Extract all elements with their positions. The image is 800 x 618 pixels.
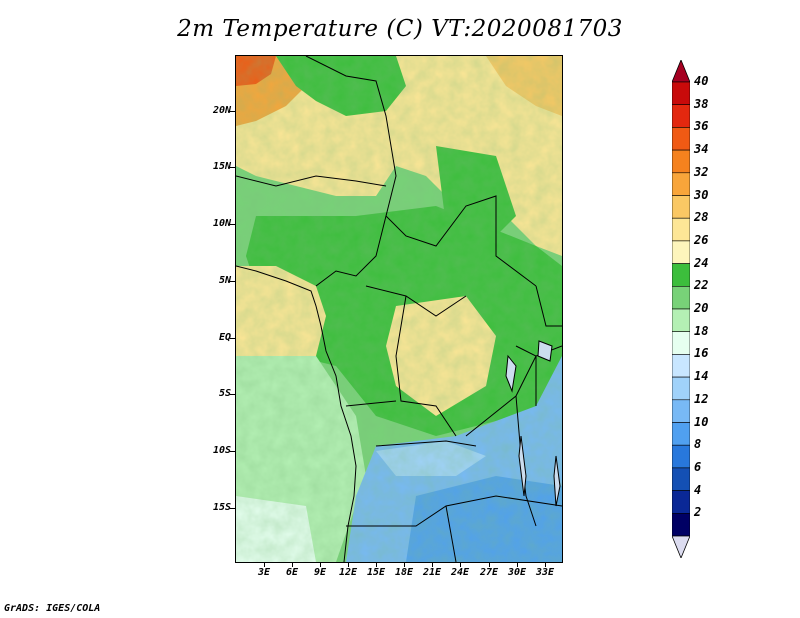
lat-label-10n: 10N: [212, 218, 231, 229]
colorbar-label: 14: [694, 369, 709, 384]
colorbar-label: 16: [694, 346, 709, 361]
lon-tick: [348, 563, 349, 567]
lon-label-12e: 12E: [338, 567, 358, 578]
lon-tick: [376, 563, 377, 567]
lat-tick: [230, 451, 235, 452]
colorbar-segment: [672, 331, 690, 355]
lat-label-10s: 10S: [212, 445, 231, 456]
lat-tick: [230, 224, 235, 225]
colorbar-label: 36: [694, 119, 709, 134]
colorbar-segment: [672, 149, 690, 174]
lon-label-6e: 6E: [285, 567, 299, 578]
texture-overlay: [236, 56, 562, 562]
colorbar-label: 34: [694, 142, 709, 157]
colorbar-label: 26: [694, 232, 709, 247]
grads-credit: GrADS: IGES/COLA: [4, 603, 101, 614]
lon-tick: [545, 563, 546, 567]
colorbar-segment: [672, 422, 690, 446]
lat-tick: [230, 508, 235, 509]
colorbar-label: 22: [694, 278, 709, 293]
lon-tick: [432, 563, 433, 567]
lat-tick: [230, 394, 235, 395]
colorbar-segment: [672, 195, 690, 219]
lat-tick: [230, 167, 235, 168]
colorbar-segment: [672, 240, 690, 264]
colorbar-segment: [672, 127, 690, 151]
lon-label-27e: 27E: [479, 567, 499, 578]
lon-label-18e: 18E: [394, 567, 414, 578]
colorbar-label: 4: [694, 482, 702, 497]
colorbar-label: 28: [694, 210, 709, 225]
lon-label-33e: 33E: [535, 567, 555, 578]
colorbar-segment: [672, 104, 690, 128]
lat-label-15s: 15S: [212, 502, 231, 513]
colorbar-label: 6: [694, 459, 702, 474]
lat-label-20n: 20N: [212, 105, 231, 116]
colorbar-segment: [672, 444, 690, 469]
colorbar-label: 20: [694, 301, 709, 315]
lon-label-15e: 15E: [366, 567, 386, 578]
colorbar-segment: [672, 467, 690, 491]
colorbar-label: 40: [694, 74, 709, 88]
chart-title: 2m Temperature (C) VT:2020081703: [177, 16, 623, 42]
lon-tick: [460, 563, 461, 567]
colorbar-segment: [672, 263, 690, 287]
colorbar-label: 32: [694, 164, 709, 179]
lat-tick: [230, 281, 235, 282]
colorbar: [672, 60, 690, 558]
lon-tick: [292, 563, 293, 567]
temperature-map: [235, 55, 563, 563]
lakes: [505, 340, 561, 507]
colorbar-segment: [672, 217, 690, 242]
colorbar-segment: [672, 286, 690, 310]
colorbar-label: 12: [694, 391, 709, 406]
colorbar-label: 10: [694, 414, 709, 429]
lat-label-15n: 15N: [212, 161, 231, 172]
colorbar-segment: [672, 490, 690, 514]
colorbar-segment: [672, 308, 690, 333]
lat-label-5n: 5N: [218, 275, 231, 286]
colorbar-segment: [672, 81, 690, 106]
lat-label-eq: EQ: [218, 332, 231, 343]
colorbar-segment: [672, 376, 690, 401]
lon-tick: [264, 563, 265, 567]
borders: [236, 56, 562, 562]
lon-tick: [320, 563, 321, 567]
colorbar-label: 30: [694, 187, 709, 202]
colorbar-label: 38: [694, 96, 709, 111]
lat-tick: [230, 111, 235, 112]
colorbar-label: 18: [694, 323, 709, 338]
lon-label-30e: 30E: [507, 567, 527, 578]
colorbar-segment: [672, 399, 690, 423]
colorbar-label: 24: [694, 255, 709, 270]
colorbar-label: 8: [694, 437, 702, 452]
lat-label-5s: 5S: [218, 388, 231, 399]
lon-label-24e: 24E: [450, 567, 470, 578]
lon-tick: [517, 563, 518, 567]
colorbar-segment: [672, 172, 690, 196]
lon-tick: [404, 563, 405, 567]
colorbar-segment: [672, 354, 690, 378]
colorbar-segment: [672, 512, 690, 537]
lat-tick: [230, 338, 235, 339]
colorbar-label: 2: [694, 505, 702, 520]
lon-tick: [489, 563, 490, 567]
lon-label-21e: 21E: [422, 567, 442, 578]
colorbar-over-triangle: [672, 60, 690, 83]
lon-label-3e: 3E: [257, 567, 271, 578]
colorbar-under-triangle: [672, 535, 690, 558]
lon-label-9e: 9E: [313, 567, 327, 578]
